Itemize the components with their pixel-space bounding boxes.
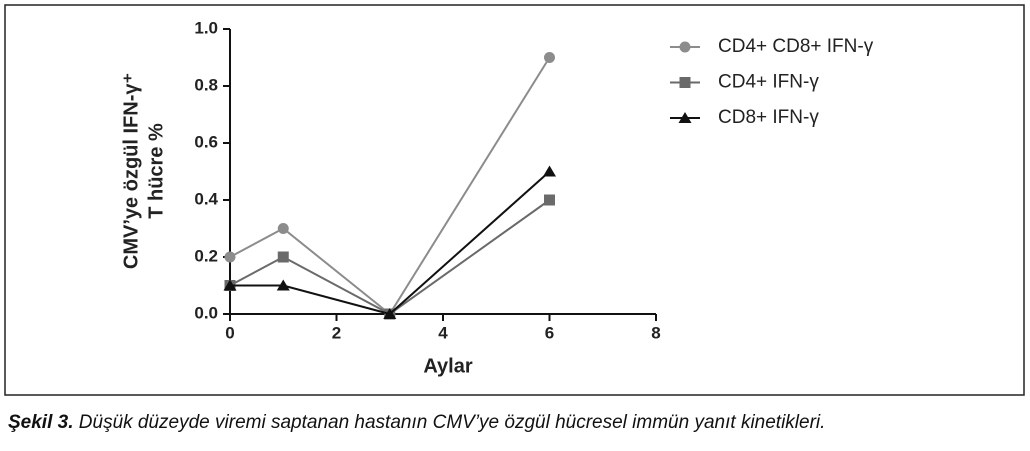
data-point [544,194,555,206]
legend-marker [679,41,691,53]
series-line [229,56,551,316]
data-point [277,223,289,234]
caption-label: Şekil 3. [8,412,74,433]
y-tick-label: 0.6 [194,132,218,151]
legend-marker [679,77,691,88]
y-tick-label: 0.8 [194,75,218,94]
x-tick-label: 8 [651,323,660,342]
caption-text: Düşük düzeyde viremi saptanan hastanın C… [74,412,826,433]
series-line [229,199,551,316]
data-point [277,251,289,263]
legend-label: CD4+ IFN-γ [718,72,819,93]
y-tick-label: 1.0 [194,18,218,37]
legend-label: CD8+ IFN-γ [718,107,819,128]
y-tick-label: 0.2 [194,246,218,265]
legend-marker [678,112,692,123]
x-tick-label: 0 [225,323,234,342]
x-tick-label: 2 [332,323,341,342]
y-tick-label: 0.0 [194,303,218,322]
data-point [224,251,236,263]
y-axis-title-line: CMV’ye özgül IFN-γ⁺ [120,73,142,269]
data-point [543,165,556,177]
legend-label: CD4+ CD8+ IFN-γ [718,36,874,57]
y-axis-title: CMV’ye özgül IFN-γ⁺ T hücre % [120,73,167,269]
data-point [383,308,397,319]
series-line [230,170,551,316]
frame [4,4,1025,396]
y-tick-label: 0.4 [194,189,218,208]
y-axis-title-line: T hücre % [145,123,167,219]
x-axis-title: Aylar [423,355,473,377]
x-tick-label: 4 [438,323,448,342]
data-point [544,52,555,63]
data-point [223,279,237,291]
caption: Şekil 3. Düşük düzeyde viremi saptanan h… [8,412,825,433]
data-point [276,279,290,291]
x-tick-label: 6 [545,323,554,342]
